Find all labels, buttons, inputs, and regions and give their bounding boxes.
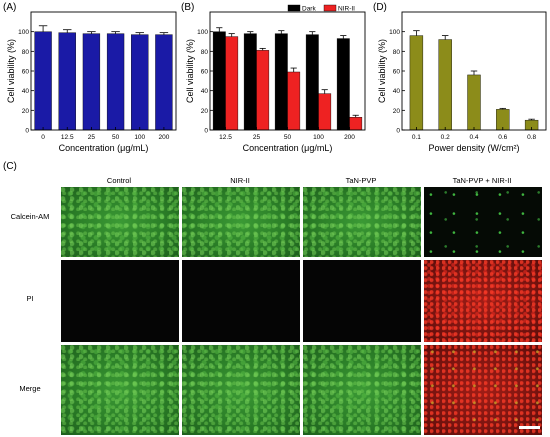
bar	[243, 33, 257, 131]
x-tick-label: 0	[41, 134, 45, 141]
y-tick-label: 20	[201, 108, 209, 115]
bar	[212, 31, 226, 131]
y-axis-label: Cell viability (%)	[377, 39, 387, 103]
x-tick-label: 100	[134, 134, 145, 141]
y-tick-label: 80	[22, 49, 30, 56]
x-tick-label: 50	[112, 134, 120, 141]
y-tick-label: 80	[393, 49, 401, 56]
column-header-nir-ii: NIR-II	[230, 176, 250, 185]
micrograph-merge-tan-pvp	[303, 345, 421, 435]
column-header-tan-pvp: TaN-PVP	[345, 176, 377, 185]
column-header-control: Control	[106, 176, 132, 185]
bar	[336, 38, 350, 131]
chart-a: 0 20 40 60 80 100 0 12.5 25 50 100 200 Concentration…	[6, 11, 177, 153]
x-tick-label: 0.4	[469, 134, 478, 141]
x-tick-label: 0.1	[412, 134, 421, 141]
bar	[496, 109, 510, 131]
x-tick-label: 12.5	[219, 134, 232, 141]
bar	[155, 34, 173, 131]
y-tick-label: 100	[389, 29, 400, 36]
x-tick-label: 0.2	[441, 134, 450, 141]
y-tick-label: 100	[197, 29, 208, 36]
scale-bar	[519, 426, 540, 429]
micrograph-calcein-nir-ii	[182, 187, 300, 257]
x-tick-label: 25	[253, 134, 261, 141]
legend-swatch	[287, 4, 301, 12]
bar	[349, 117, 363, 131]
plot-frame	[30, 11, 177, 131]
bar	[106, 33, 125, 131]
row-header-merge: Merge	[19, 384, 41, 393]
micrograph-pi-control	[61, 260, 179, 342]
legend-label: Dark	[302, 6, 316, 13]
chart-b: 0 20 40 60 80 100 12.5 25 50 100 200 Concentration …	[185, 4, 366, 153]
y-tick-label: 20	[22, 108, 30, 115]
bar	[467, 74, 481, 131]
x-axis-label: Concentration (μg/mL)	[243, 143, 333, 153]
row-header-calcein-am: Calcein-AM	[10, 212, 50, 221]
micrograph-pi-tan-pvp-nir-ii	[424, 260, 542, 342]
x-tick-label: 200	[158, 134, 169, 141]
row-header-pi: PI	[26, 294, 34, 303]
y-tick-label: 60	[22, 69, 30, 76]
y-tick-label: 0	[25, 128, 29, 135]
y-tick-label: 40	[393, 88, 401, 95]
bar	[225, 36, 239, 131]
bar	[34, 31, 52, 131]
bar	[438, 39, 452, 131]
micrograph-calcein-tan-pvp	[303, 187, 421, 257]
panel-label-a: (A)	[3, 2, 17, 13]
bar	[409, 35, 424, 131]
bar	[256, 50, 270, 131]
micrograph-merge-control	[61, 345, 179, 435]
x-tick-label: 25	[88, 134, 96, 141]
y-axis-label: Cell viability (%)	[185, 39, 195, 103]
y-tick-label: 40	[22, 88, 30, 95]
panel-label-c: (C)	[3, 161, 17, 172]
panel-label-d: (D)	[373, 2, 387, 13]
column-header-tan-pvp-nir-ii: TaN-PVP + NIR-II	[452, 176, 512, 185]
x-tick-label: 50	[284, 134, 292, 141]
bar	[274, 33, 288, 131]
bar	[287, 71, 301, 131]
x-axis-label: Concentration (μg/mL)	[59, 143, 149, 153]
micrograph-pi-nir-ii	[182, 260, 300, 342]
x-tick-label: 200	[344, 134, 355, 141]
y-tick-label: 100	[18, 29, 29, 36]
bar	[318, 93, 332, 131]
bar	[58, 32, 76, 131]
y-axis-label: Cell viability (%)	[6, 39, 16, 103]
micrograph-merge-nir-ii	[182, 345, 300, 435]
y-tick-label: 80	[201, 49, 209, 56]
bar	[82, 33, 101, 131]
panel-label-b: (B)	[181, 2, 195, 13]
y-tick-label: 20	[393, 108, 401, 115]
x-axis-label: Power density (W/cm²)	[428, 143, 519, 153]
y-tick-label: 60	[201, 69, 209, 76]
x-tick-label: 0.8	[527, 134, 536, 141]
legend-label: NIR-II	[338, 6, 355, 13]
x-tick-label: 100	[313, 134, 324, 141]
x-tick-label: 0.6	[498, 134, 507, 141]
x-tick-label: 12.5	[61, 134, 74, 141]
y-tick-label: 0	[204, 128, 208, 135]
micrograph-calcein-tan-pvp-nir-ii	[424, 187, 542, 257]
bar	[131, 34, 149, 131]
y-tick-label: 40	[201, 88, 209, 95]
bar	[305, 34, 319, 131]
legend-swatch	[323, 4, 337, 12]
micrograph-calcein-control	[61, 187, 179, 257]
y-tick-label: 60	[393, 69, 401, 76]
micrograph-pi-tan-pvp	[303, 260, 421, 342]
y-tick-label: 0	[396, 128, 400, 135]
chart-d: 0 20 40 60 80 100 0.1 0.2 0.4 0.6 0.8 Power density…	[377, 11, 547, 153]
micrograph-merge-tan-pvp-nir-ii	[424, 345, 542, 435]
